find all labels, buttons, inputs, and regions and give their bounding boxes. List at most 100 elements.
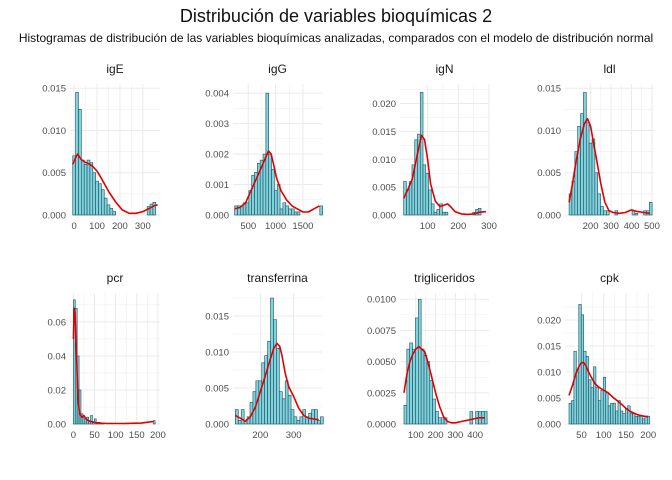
histogram-bar xyxy=(291,208,295,216)
y-tick-label: 0.000 xyxy=(537,420,561,431)
y-tick-label: 0.010 xyxy=(537,126,561,137)
histogram-bar xyxy=(617,400,621,425)
y-tick-label: 0.003 xyxy=(205,119,229,130)
density-line xyxy=(568,117,651,215)
y-tick-label: 0.005 xyxy=(205,384,229,395)
histogram-bar xyxy=(319,205,323,216)
histogram-bar xyxy=(627,405,631,425)
y-tick-label: 0.02 xyxy=(48,385,67,396)
x-tick-label: 100 xyxy=(596,430,612,441)
y-tick-label: 0.005 xyxy=(537,394,561,405)
x-tick-label: 100 xyxy=(89,221,105,232)
histogram-bar xyxy=(296,420,301,425)
histogram-bar xyxy=(648,202,653,216)
histogram-bar xyxy=(288,208,292,216)
histogram-bar xyxy=(642,418,646,425)
histogram-bar xyxy=(571,400,575,425)
y-tick-label: 0.0025 xyxy=(367,388,396,399)
histogram-bar xyxy=(290,409,295,425)
histogram-bar xyxy=(588,142,593,216)
histogram-bar xyxy=(576,371,580,425)
y-tick-label: 0.0000 xyxy=(367,420,396,431)
histogram-bar xyxy=(311,409,315,425)
x-tick-label: 200 xyxy=(450,221,466,232)
histogram-bar xyxy=(282,202,287,216)
y-tick-label: 0.010 xyxy=(537,368,561,379)
x-tick-label: 200 xyxy=(640,430,656,441)
histogram-bar xyxy=(152,420,156,425)
chart-title: Distribución de variables bioquímicas 2 xyxy=(179,6,493,26)
x-tick-label: 300 xyxy=(286,430,302,441)
histogram-bar xyxy=(593,366,597,425)
histogram-bar xyxy=(103,197,108,216)
histogram-bar xyxy=(634,415,638,425)
x-tick-label: 400 xyxy=(467,430,483,441)
facet-title: transferrina xyxy=(247,271,308,285)
histogram-bar xyxy=(271,169,275,216)
y-tick-label: 0.0075 xyxy=(367,326,396,337)
histogram-bar xyxy=(632,413,636,425)
histogram-bar xyxy=(237,420,242,425)
y-tick-label: 0.00 xyxy=(48,420,67,431)
y-tick-label: 0.0100 xyxy=(367,295,396,306)
histogram-bar xyxy=(83,163,88,216)
histogram-bar xyxy=(95,180,99,216)
histogram-bar xyxy=(438,417,442,425)
histogram-bar xyxy=(251,175,255,216)
y-tick-label: 0.010 xyxy=(205,348,229,359)
histogram-bar xyxy=(422,164,427,216)
histogram-bar xyxy=(594,172,599,216)
y-tick-label: 0.000 xyxy=(205,420,229,431)
y-tick-label: 0.005 xyxy=(372,183,396,194)
histogram-bar xyxy=(293,416,298,425)
histogram-bar xyxy=(440,417,445,425)
histogram-bar xyxy=(444,211,449,216)
y-tick-label: 0.002 xyxy=(205,150,229,161)
histogram-bar xyxy=(425,172,429,216)
histogram-bar xyxy=(403,404,408,425)
histogram-bar xyxy=(624,408,629,425)
x-tick-label: 100 xyxy=(420,221,436,232)
histogram-bar xyxy=(86,159,91,216)
y-tick-label: 0.015 xyxy=(205,312,229,323)
histogram-bar xyxy=(436,209,440,216)
histogram-bar xyxy=(647,415,651,425)
histogram-bar xyxy=(429,380,433,425)
histogram-bar xyxy=(152,202,157,216)
histogram-bar xyxy=(588,379,592,425)
histogram-bar xyxy=(90,415,93,425)
histogram-bar xyxy=(420,348,425,425)
histogram-bar xyxy=(245,202,250,216)
x-tick-label: 300 xyxy=(603,221,619,232)
facet-title: igG xyxy=(268,62,287,76)
histogram-bar xyxy=(296,211,301,216)
histogram-bar xyxy=(92,172,96,216)
y-tick-label: 0.020 xyxy=(372,99,396,110)
x-tick-label: 100 xyxy=(108,430,124,441)
histogram-bar xyxy=(293,211,298,216)
histogram-bar xyxy=(598,400,602,425)
facet-title: igN xyxy=(435,62,453,76)
density-line xyxy=(234,150,320,213)
x-tick-label: 50 xyxy=(89,430,100,441)
y-tick-label: 0.000 xyxy=(537,211,561,222)
histogram-bar xyxy=(149,203,154,216)
histogram-bar xyxy=(583,92,587,216)
histogram-bar xyxy=(261,362,265,425)
histogram-bar xyxy=(284,380,289,425)
histogram-bar xyxy=(78,109,82,216)
histogram-bar xyxy=(597,193,601,216)
facet-title: pcr xyxy=(107,271,124,285)
density-line xyxy=(402,134,486,216)
x-tick-label: 300 xyxy=(447,430,463,441)
histogram-bar xyxy=(89,162,94,216)
histogram-bar xyxy=(406,348,410,425)
histogram-bar xyxy=(109,207,114,216)
x-tick-label: 0 xyxy=(71,430,76,441)
histogram-bar xyxy=(317,420,321,425)
x-tick-label: 500 xyxy=(240,221,256,232)
facet-title: cpk xyxy=(600,271,620,285)
histogram-bar xyxy=(267,340,271,425)
y-tick-label: 0.005 xyxy=(537,168,561,179)
